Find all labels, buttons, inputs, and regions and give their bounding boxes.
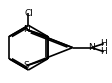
- Text: N: N: [23, 25, 30, 34]
- Text: H: H: [100, 47, 106, 56]
- Text: S: S: [24, 61, 29, 70]
- Text: N: N: [87, 43, 94, 52]
- Text: Cl: Cl: [24, 9, 33, 18]
- Text: H: H: [100, 39, 106, 48]
